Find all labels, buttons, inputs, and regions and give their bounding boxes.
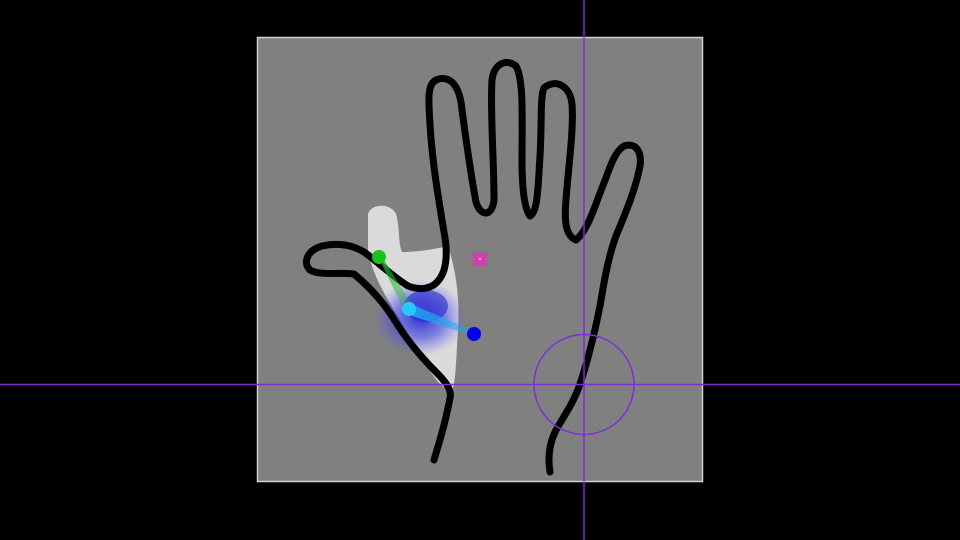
thumb-root-joint[interactable] — [467, 327, 481, 341]
thumb-tip-bone[interactable] — [376, 252, 414, 310]
hand-outline-stroke[interactable] — [303, 59, 644, 476]
thumb-base-bone[interactable] — [406, 302, 474, 336]
thumb-tip-joint[interactable] — [372, 250, 386, 264]
thumb-mid-joint[interactable] — [402, 302, 416, 316]
pin-marker-icon[interactable] — [472, 251, 488, 267]
